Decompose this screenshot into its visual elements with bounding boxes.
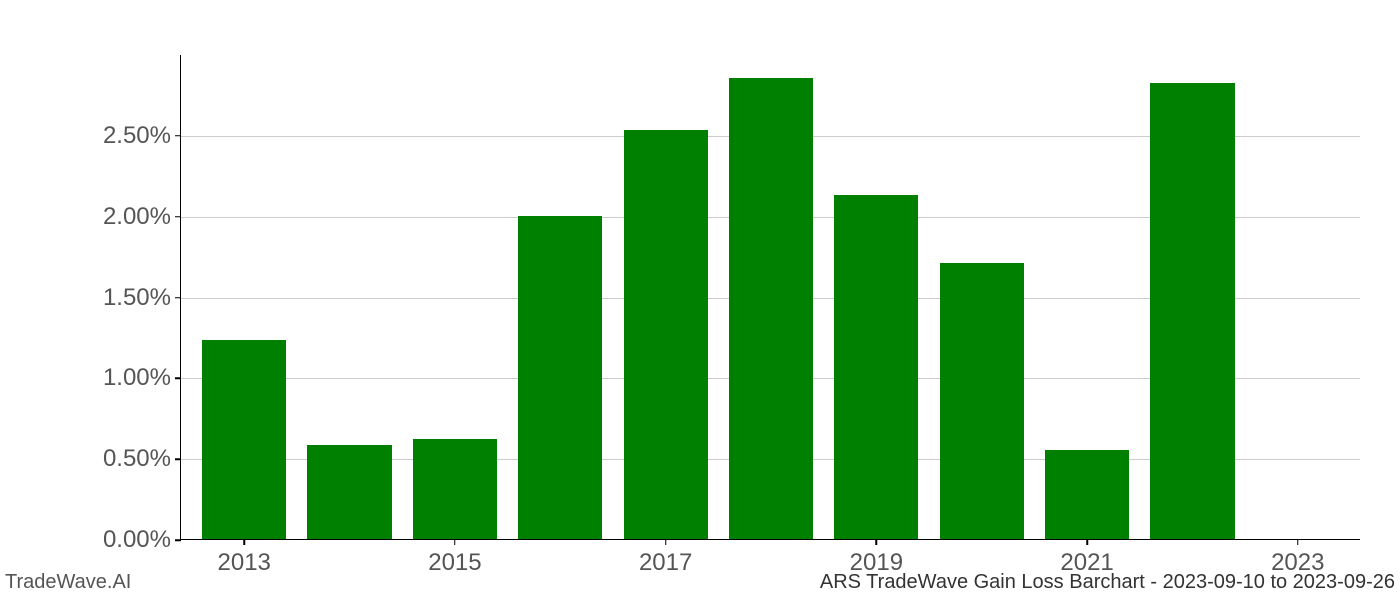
footer-right: ARS TradeWave Gain Loss Barchart - 2023-… [820, 571, 1395, 594]
bar [729, 78, 813, 539]
y-tick-label: 0.00% [103, 526, 171, 554]
bar [307, 445, 391, 539]
footer-left: TradeWave.AI [5, 571, 131, 594]
bar [834, 195, 918, 539]
y-tick-label: 1.50% [103, 284, 171, 312]
x-tick-label: 2017 [639, 549, 692, 577]
bar [624, 130, 708, 539]
y-tick-label: 0.50% [103, 445, 171, 473]
bar [202, 340, 286, 539]
x-tick-mark [1086, 539, 1088, 545]
x-tick-label: 2013 [218, 549, 271, 577]
x-tick-mark [454, 539, 456, 545]
y-tick-mark [175, 378, 181, 380]
bar [518, 216, 602, 539]
y-tick-mark [175, 135, 181, 137]
plot-area: 0.00%0.50%1.00%1.50%2.00%2.50%2013201520… [180, 55, 1360, 540]
bar [940, 263, 1024, 539]
x-tick-mark [876, 539, 878, 545]
bar [1150, 83, 1234, 539]
x-tick-mark [243, 539, 245, 545]
y-tick-label: 2.00% [103, 203, 171, 231]
y-tick-mark [175, 297, 181, 299]
x-tick-mark [1297, 539, 1299, 545]
y-tick-label: 1.00% [103, 364, 171, 392]
bar [413, 439, 497, 539]
chart-container: 0.00%0.50%1.00%1.50%2.00%2.50%2013201520… [180, 55, 1360, 540]
y-tick-label: 2.50% [103, 122, 171, 150]
bar [1045, 450, 1129, 539]
y-tick-mark [175, 216, 181, 218]
x-tick-mark [665, 539, 667, 545]
x-tick-label: 2015 [428, 549, 481, 577]
y-tick-mark [175, 458, 181, 460]
y-tick-mark [175, 539, 181, 541]
